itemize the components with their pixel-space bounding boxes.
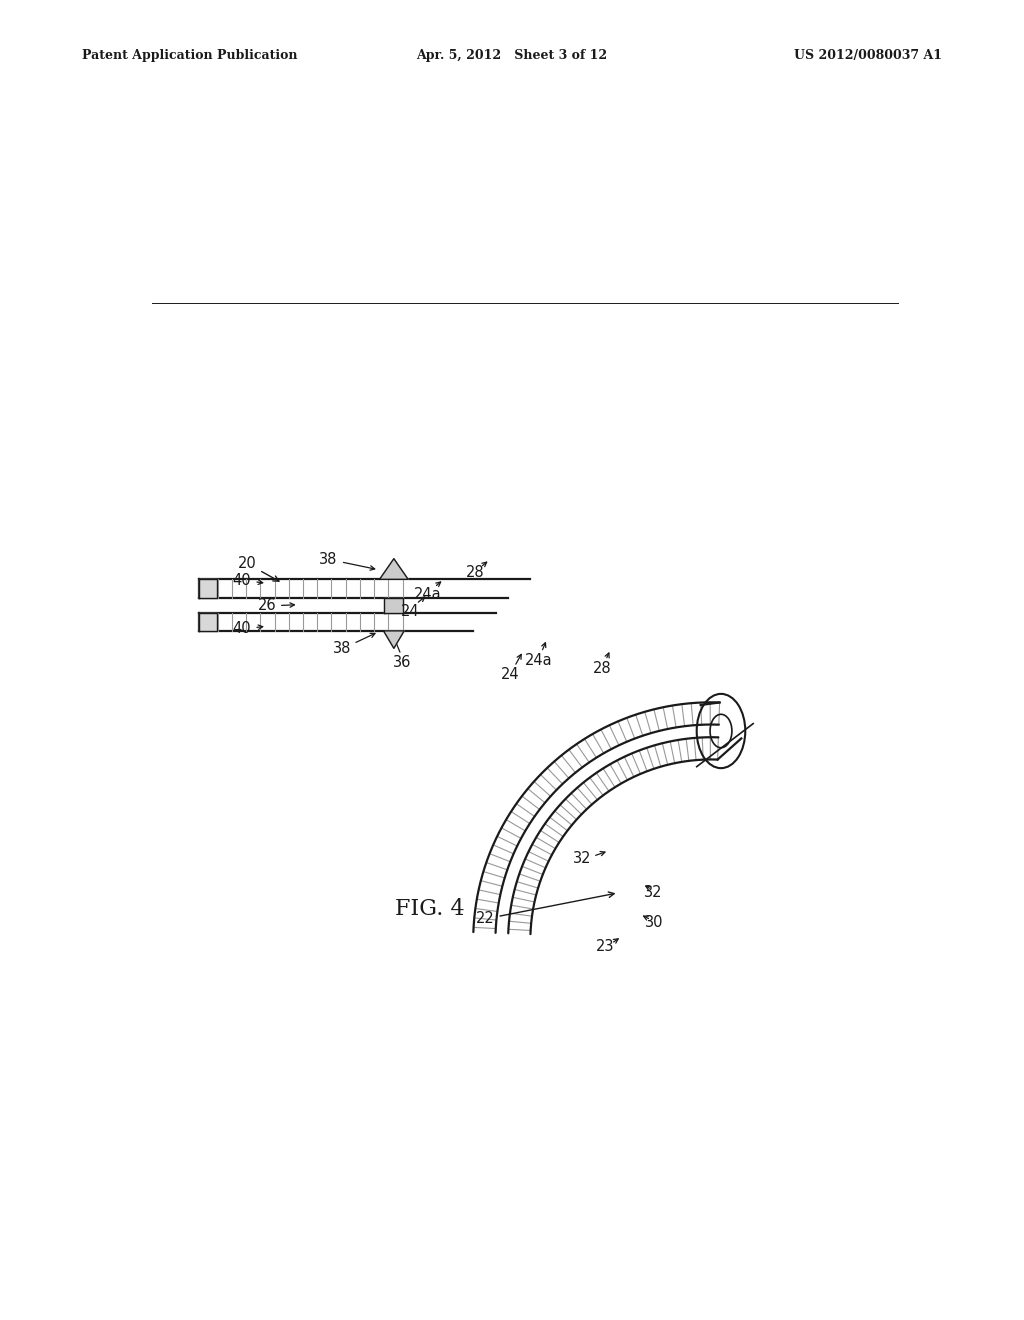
Text: 24: 24 <box>400 603 419 619</box>
Text: Patent Application Publication: Patent Application Publication <box>82 49 297 62</box>
Text: 24a: 24a <box>524 653 552 668</box>
Text: Apr. 5, 2012   Sheet 3 of 12: Apr. 5, 2012 Sheet 3 of 12 <box>417 49 607 62</box>
Text: 26: 26 <box>258 598 276 612</box>
Text: 40: 40 <box>232 620 251 636</box>
Text: 24a: 24a <box>414 587 441 602</box>
Polygon shape <box>200 614 217 631</box>
Polygon shape <box>384 631 404 648</box>
Text: 24: 24 <box>501 667 520 682</box>
Text: US 2012/0080037 A1: US 2012/0080037 A1 <box>794 49 942 62</box>
Polygon shape <box>380 558 409 579</box>
Text: 38: 38 <box>318 552 337 568</box>
Text: 32: 32 <box>644 886 663 900</box>
Text: 36: 36 <box>392 655 411 671</box>
Text: 40: 40 <box>232 573 251 589</box>
Text: 20: 20 <box>238 556 279 581</box>
Text: 23: 23 <box>596 940 614 954</box>
Polygon shape <box>384 598 403 614</box>
Text: FIG. 4: FIG. 4 <box>395 898 464 920</box>
Text: 32: 32 <box>572 851 591 866</box>
Text: 22: 22 <box>476 892 614 927</box>
Text: 28: 28 <box>593 661 612 676</box>
Text: 30: 30 <box>645 916 664 931</box>
Text: 38: 38 <box>333 640 351 656</box>
Polygon shape <box>200 579 217 598</box>
Text: 28: 28 <box>466 565 484 581</box>
